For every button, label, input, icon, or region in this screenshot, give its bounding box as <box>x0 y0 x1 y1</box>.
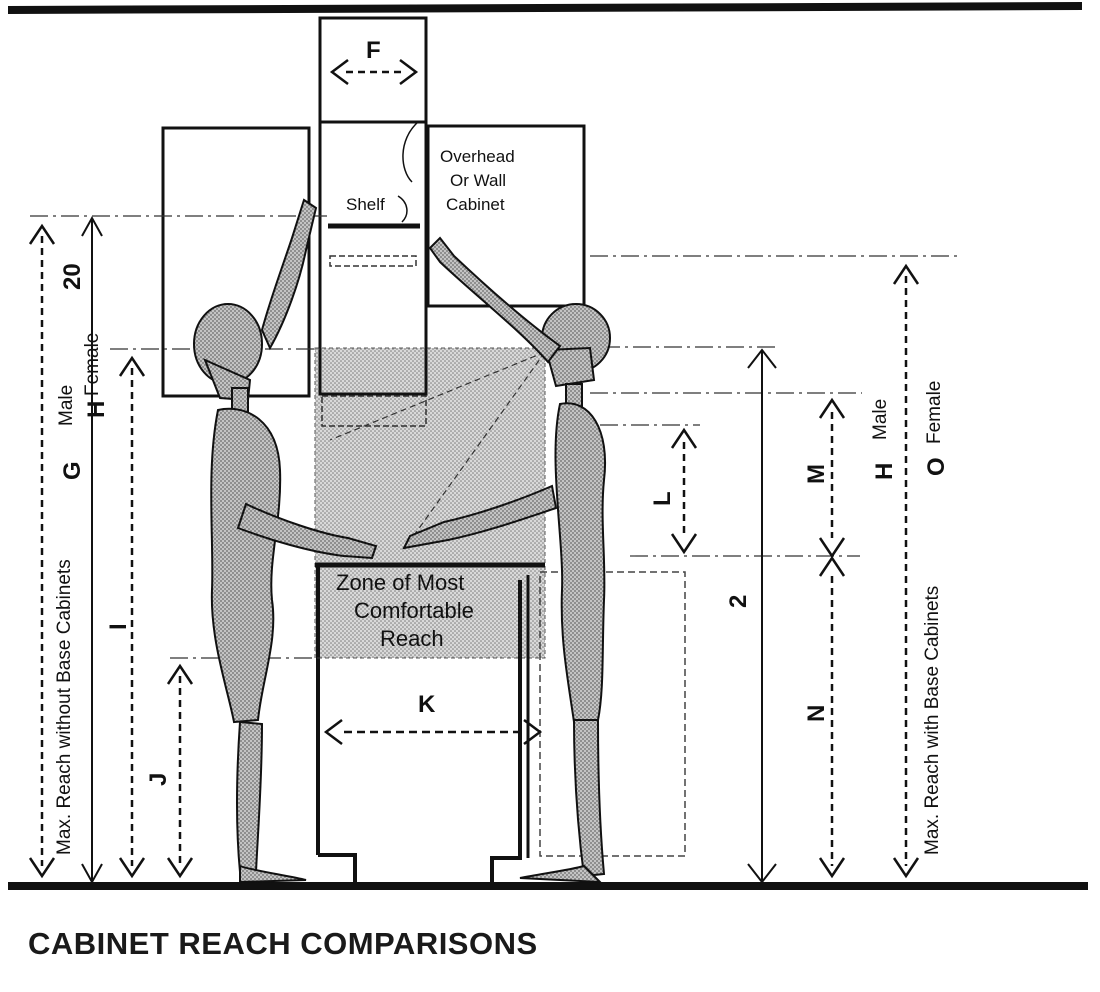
label-2: 2 <box>725 595 752 608</box>
label-overhead-1: Overhead <box>440 147 515 166</box>
zone-label-3: Reach <box>380 626 444 651</box>
dimension-F <box>329 59 419 85</box>
label-N: N <box>803 705 830 722</box>
label-overhead-3: Cabinet <box>446 195 505 214</box>
dimension-G <box>28 223 56 879</box>
dimension-N <box>818 555 846 879</box>
label-20: 20 <box>59 263 86 290</box>
label-shelf: Shelf <box>346 195 385 214</box>
label-G: G <box>59 461 86 480</box>
zone-label-2: Comfortable <box>354 598 474 623</box>
label-I: I <box>105 623 132 630</box>
dimension-2 <box>747 348 777 884</box>
shelf-dashed-lower <box>321 395 427 427</box>
ceiling-line <box>7 2 1083 14</box>
top-cabinet <box>318 16 428 124</box>
diagram-caption: CABINET REACH COMPARISONS <box>28 926 538 961</box>
label-male-left: Male <box>56 385 77 426</box>
label-L: L <box>649 491 676 506</box>
left-figure <box>193 198 378 884</box>
label-H-left: H <box>83 401 110 418</box>
reach-line-1 <box>329 351 546 441</box>
center-wall-cabinet <box>318 120 428 396</box>
label-O: O <box>923 457 950 476</box>
dimension-20 <box>81 215 103 885</box>
label-right-reach: Max. Reach with Base Cabinets <box>922 586 943 855</box>
label-M: M <box>803 464 830 484</box>
lower-shelf-dashed <box>329 255 417 267</box>
dimension-I <box>118 355 146 879</box>
label-female-left: Female <box>82 333 103 396</box>
zone-label-1: Zone of Most <box>336 570 464 595</box>
label-male-right: Male <box>870 399 891 440</box>
toe-kick-right <box>490 580 522 882</box>
label-F: F <box>366 37 381 64</box>
dashed-base-cabinet <box>539 571 686 857</box>
right-figure <box>402 236 611 884</box>
label-K: K <box>418 691 436 718</box>
curl-mark <box>397 121 419 223</box>
dimension-L <box>670 427 698 555</box>
label-overhead-2: Or Wall <box>450 171 506 190</box>
dimension-J <box>166 663 194 879</box>
dimension-H-right <box>892 263 920 879</box>
reach-line-2 <box>404 351 546 549</box>
dimension-K <box>323 719 543 745</box>
label-left-reach: Max. Reach without Base Cabinets <box>54 559 75 855</box>
toe-kick-left <box>318 853 357 882</box>
label-female-right: Female <box>924 381 945 444</box>
label-J: J <box>145 773 172 786</box>
label-H-right: H <box>871 463 898 480</box>
